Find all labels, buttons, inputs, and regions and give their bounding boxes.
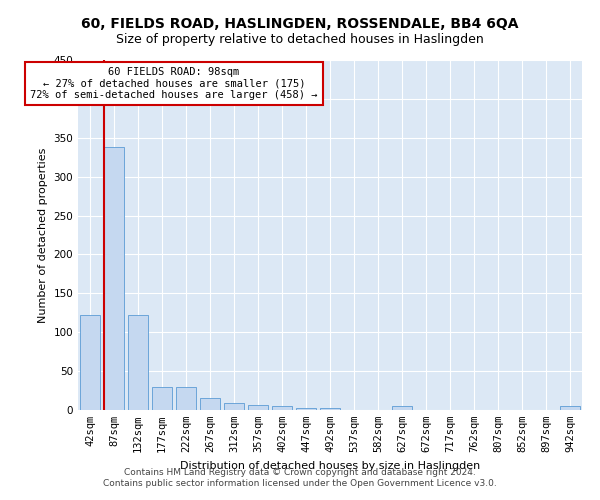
Bar bbox=[320, 408, 340, 410]
Bar bbox=[248, 406, 268, 410]
Bar bbox=[176, 388, 196, 410]
Bar bbox=[128, 315, 148, 410]
Bar bbox=[104, 147, 124, 410]
Bar bbox=[296, 408, 316, 410]
Bar bbox=[80, 315, 100, 410]
Bar bbox=[152, 388, 172, 410]
Bar bbox=[200, 398, 220, 410]
Bar bbox=[224, 403, 244, 410]
Text: 60, FIELDS ROAD, HASLINGDEN, ROSSENDALE, BB4 6QA: 60, FIELDS ROAD, HASLINGDEN, ROSSENDALE,… bbox=[81, 18, 519, 32]
Y-axis label: Number of detached properties: Number of detached properties bbox=[38, 148, 48, 322]
X-axis label: Distribution of detached houses by size in Haslingden: Distribution of detached houses by size … bbox=[180, 460, 480, 470]
Text: Size of property relative to detached houses in Haslingden: Size of property relative to detached ho… bbox=[116, 32, 484, 46]
Bar bbox=[272, 406, 292, 410]
Text: 60 FIELDS ROAD: 98sqm
← 27% of detached houses are smaller (175)
72% of semi-det: 60 FIELDS ROAD: 98sqm ← 27% of detached … bbox=[30, 66, 318, 100]
Text: Contains HM Land Registry data © Crown copyright and database right 2024.
Contai: Contains HM Land Registry data © Crown c… bbox=[103, 468, 497, 487]
Bar bbox=[392, 406, 412, 410]
Bar bbox=[560, 406, 580, 410]
